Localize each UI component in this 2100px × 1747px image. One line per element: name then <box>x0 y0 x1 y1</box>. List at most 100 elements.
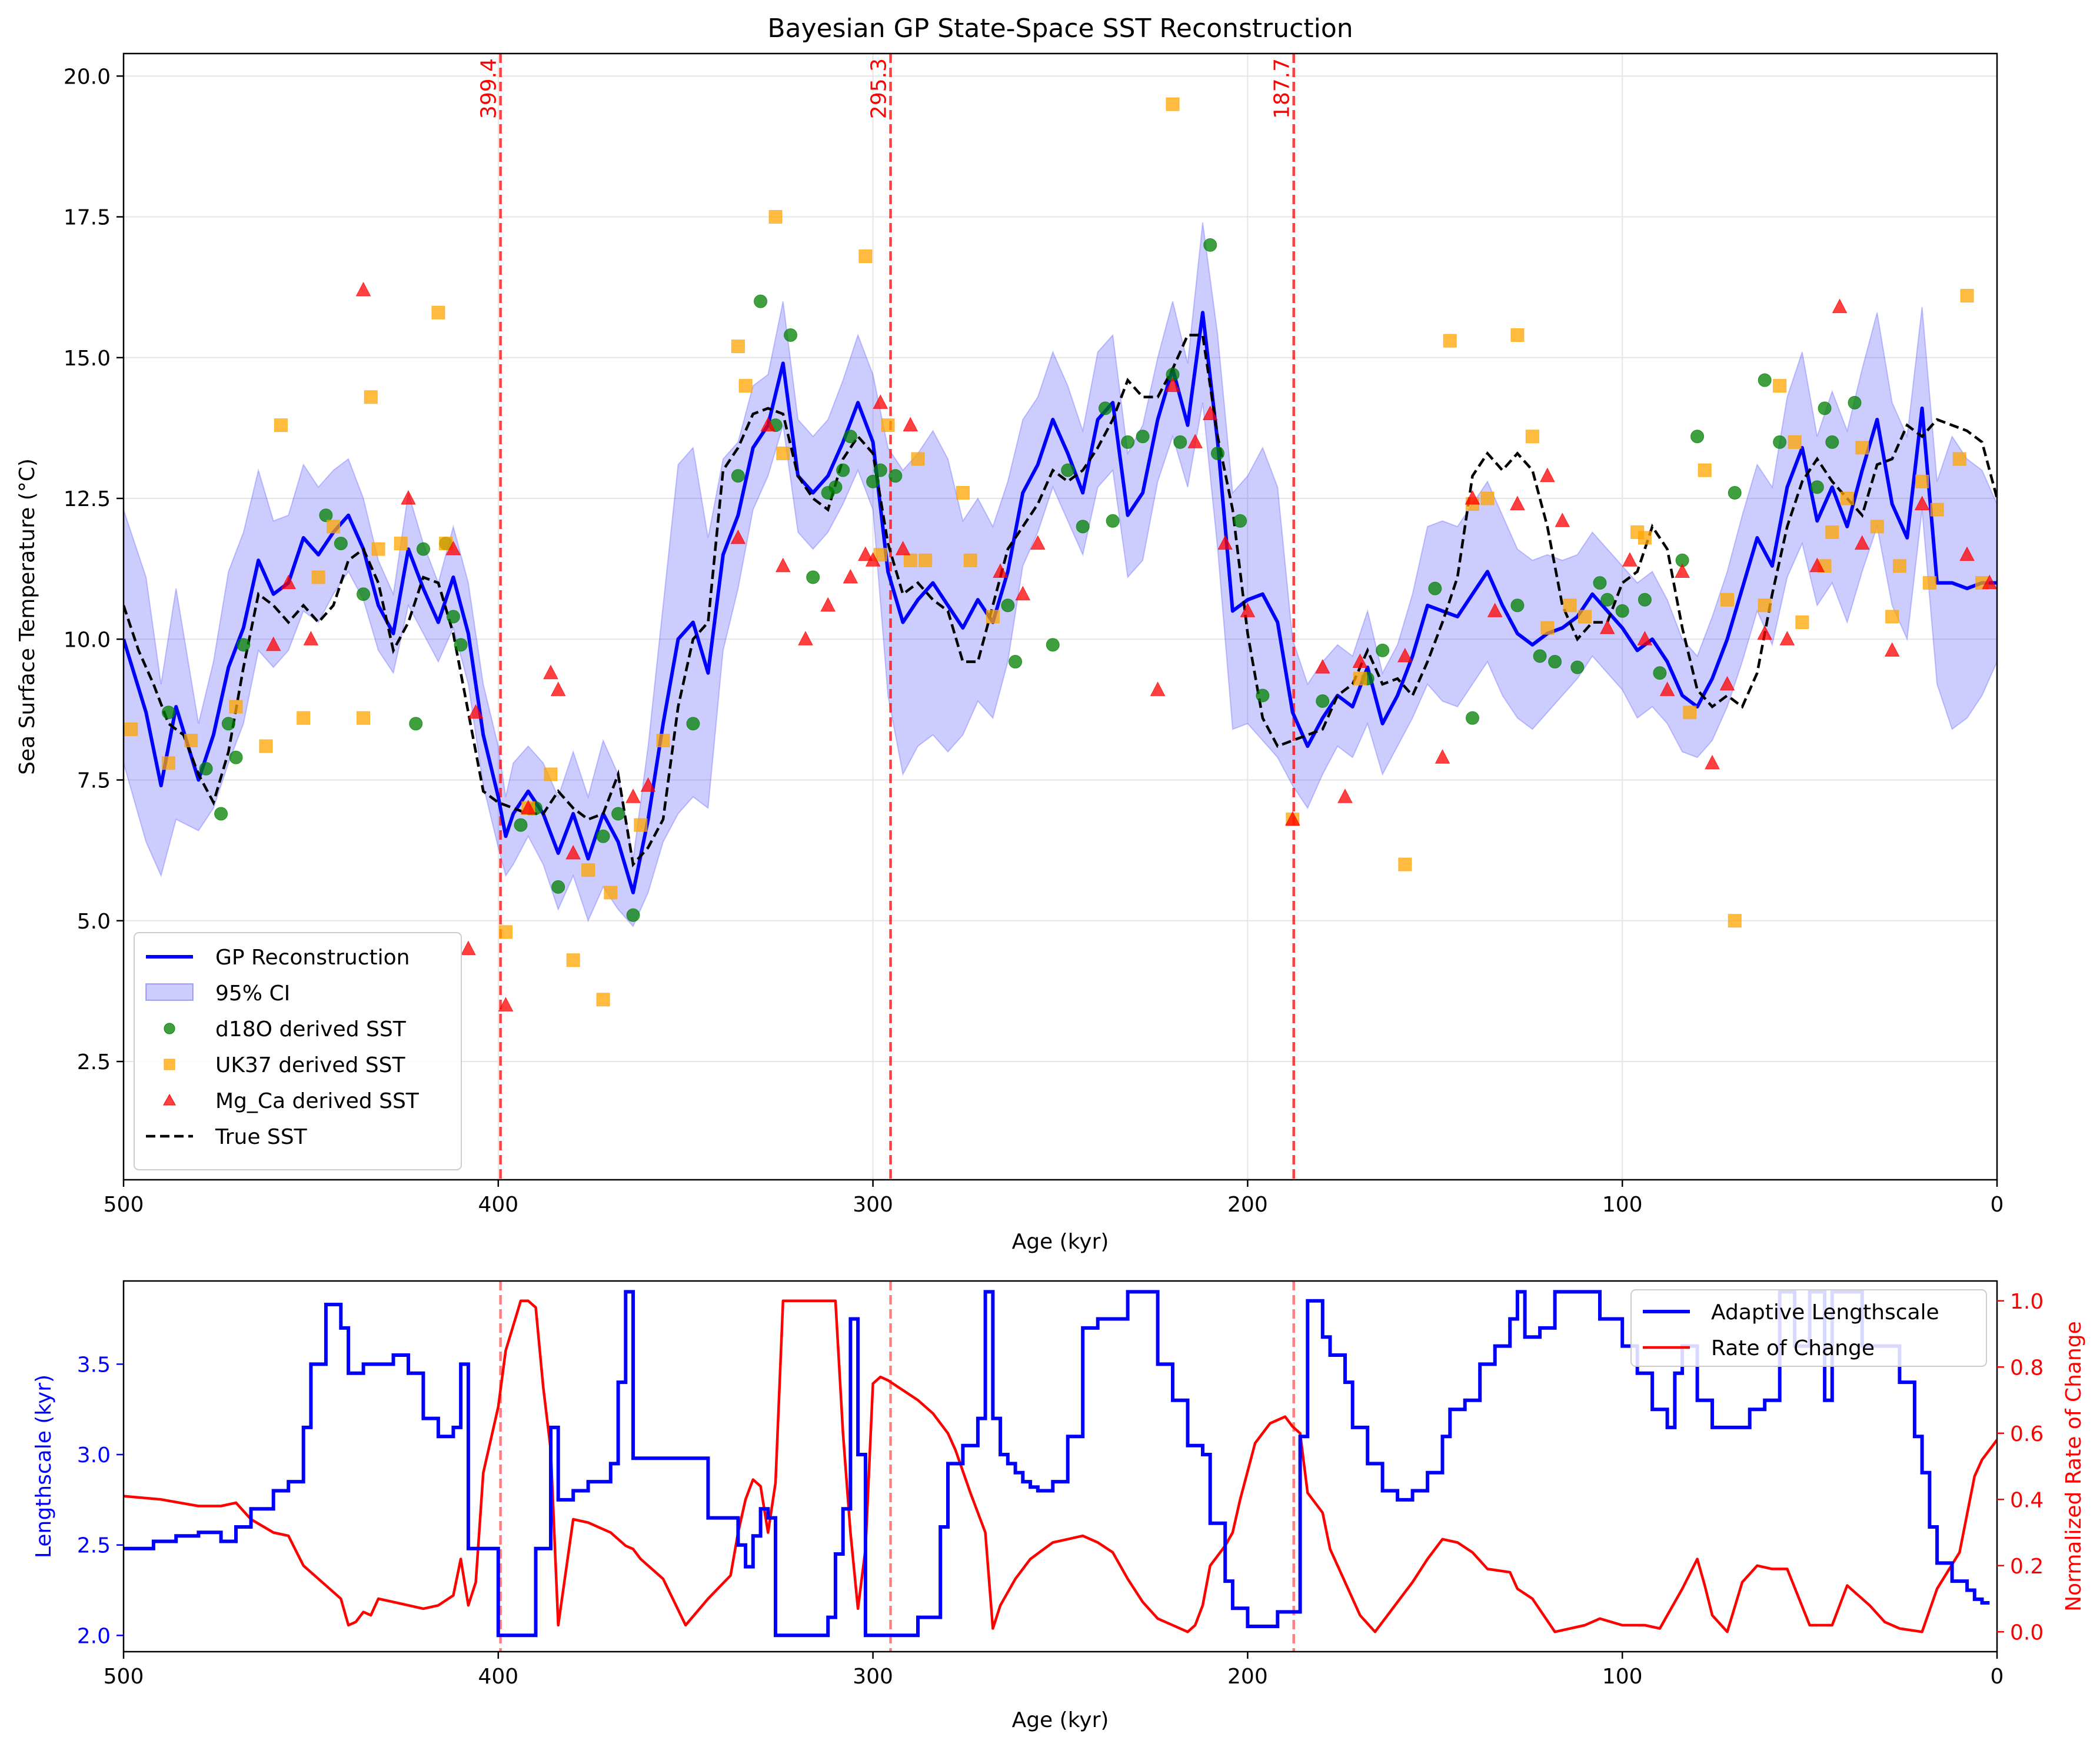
uk37-point <box>581 863 595 877</box>
mg-ca-point <box>1465 490 1480 505</box>
d18o-point <box>1106 514 1120 528</box>
d18o-point <box>237 638 251 652</box>
uk37-points <box>124 97 1989 1007</box>
mg-ca-point <box>903 417 918 432</box>
d18o-point <box>1638 593 1652 607</box>
uk37-point <box>1166 97 1180 111</box>
mg-ca-point <box>461 940 476 956</box>
uk37-point <box>394 537 408 551</box>
mg-ca-point <box>445 541 461 555</box>
uk37-point <box>1952 452 1966 466</box>
y-tick-label-right: 1.0 <box>2010 1290 2044 1314</box>
transition-label: 187.7 <box>1270 58 1294 119</box>
y-tick-label-right: 0.0 <box>2010 1620 2044 1645</box>
uk37-point <box>371 542 385 556</box>
mg-ca-point <box>865 552 881 567</box>
main-x-axis-label: Age (kyr) <box>1012 1230 1109 1254</box>
mg-ca-point <box>895 541 911 555</box>
legend-mgca-marker <box>163 1093 176 1106</box>
rate-of-change-line <box>124 1299 1997 1633</box>
uk37-point <box>963 553 977 567</box>
mg-ca-point <box>798 631 813 645</box>
y-tick-label-right: 0.6 <box>2010 1422 2044 1446</box>
rate-y-axis: 0.0 0.2 0.4 0.6 0.8 1.0 <box>1997 1290 2044 1645</box>
mg-ca-point <box>1675 563 1690 578</box>
d18o-point <box>806 570 820 584</box>
mg-ca-point <box>1659 681 1675 696</box>
uk37-point <box>911 452 925 466</box>
mg-ca-point <box>1165 377 1180 392</box>
mg-ca-point <box>1779 631 1795 645</box>
d18o-point <box>454 638 468 652</box>
lengthscale-transition-lines <box>499 1281 1295 1652</box>
main-chart-title: Bayesian GP State-Space SST Reconstructi… <box>767 14 1353 44</box>
mg-ca-point <box>1217 535 1233 550</box>
uk37-point <box>1855 441 1869 455</box>
d18o-point <box>1046 638 1060 652</box>
mg-ca-point <box>730 529 746 544</box>
d18o-point <box>446 610 460 624</box>
d18o-point <box>1076 520 1090 534</box>
d18o-point <box>596 829 610 843</box>
d18o-point <box>1548 655 1562 669</box>
lengthscale-line <box>124 1290 1990 1638</box>
uk37-point <box>1960 289 1974 303</box>
uk37-point <box>858 249 873 264</box>
uk37-point <box>634 818 648 832</box>
d18o-point <box>1878 0 1891 6</box>
d18o-point <box>1908 0 1921 6</box>
lengthscale-chart: 500 400 300 200 100 0 2.02.53.03.5 0.00.20.40… <box>32 1280 2086 1732</box>
uk37-point <box>768 210 783 224</box>
uk37-point <box>1795 615 1809 630</box>
legend-ci-label: 95% CI <box>215 981 290 1006</box>
mg-ca-point <box>401 490 416 505</box>
uk37-point <box>311 570 325 584</box>
legend-ci-swatch <box>145 983 194 1001</box>
uk37-point <box>1773 379 1787 393</box>
mg-ca-points <box>265 281 1997 1011</box>
lengthscale-y-axis: 2.0 2.5 3.0 3.5 <box>77 1353 124 1648</box>
d18o-point <box>1690 430 1705 444</box>
mg-ca-point <box>1982 574 1997 590</box>
legend-gp-label: GP Reconstruction <box>215 946 410 970</box>
uk37-point <box>596 993 610 1007</box>
d18o-point <box>873 463 887 477</box>
uk37-point <box>1578 610 1592 624</box>
d18o-point <box>161 706 175 720</box>
mg-ca-point <box>281 574 297 590</box>
d18o-point <box>686 717 700 731</box>
mg-ca-point <box>843 568 858 584</box>
x-tick-label: 500 <box>104 1665 144 1689</box>
uk37-point <box>1885 610 1899 624</box>
mg-ca-point <box>1397 647 1413 663</box>
uk37-point <box>1638 531 1652 545</box>
uk37-point <box>259 739 273 753</box>
main-legend: GP Reconstruction 95% CI d18O derived SS… <box>134 932 462 1170</box>
d18o-point <box>1615 604 1629 618</box>
d18o-point <box>1510 598 1525 613</box>
y-tick-label: 3.0 <box>77 1443 111 1468</box>
uk37-point <box>229 700 243 714</box>
mg-ca-point <box>1202 405 1218 420</box>
y-tick-label: 12.5 <box>64 487 111 511</box>
uk37-point <box>364 390 378 404</box>
uk37-point <box>881 418 895 432</box>
d18o-point <box>1923 0 1936 6</box>
main-y-axis: 2.5 5.0 7.5 10.0 12.5 15.0 17.5 20.0 <box>64 65 124 1074</box>
uk37-point <box>566 953 580 967</box>
x-tick-label: 0 <box>1991 1665 2004 1689</box>
mg-ca-point <box>1352 653 1368 668</box>
uk37-point <box>1398 857 1412 871</box>
y-tick-label: 20.0 <box>64 65 111 89</box>
d18o-point <box>626 908 640 922</box>
uk37-point <box>1480 491 1495 505</box>
y-tick-label: 17.5 <box>64 206 111 230</box>
d18o-point <box>1316 694 1330 708</box>
x-tick-label: 500 <box>104 1193 144 1217</box>
uk37-point <box>1788 435 1802 449</box>
mg-ca-point <box>1540 467 1555 482</box>
d18o-point <box>1818 401 1832 415</box>
d18o-point <box>784 328 798 342</box>
mg-ca-point <box>1637 631 1653 645</box>
